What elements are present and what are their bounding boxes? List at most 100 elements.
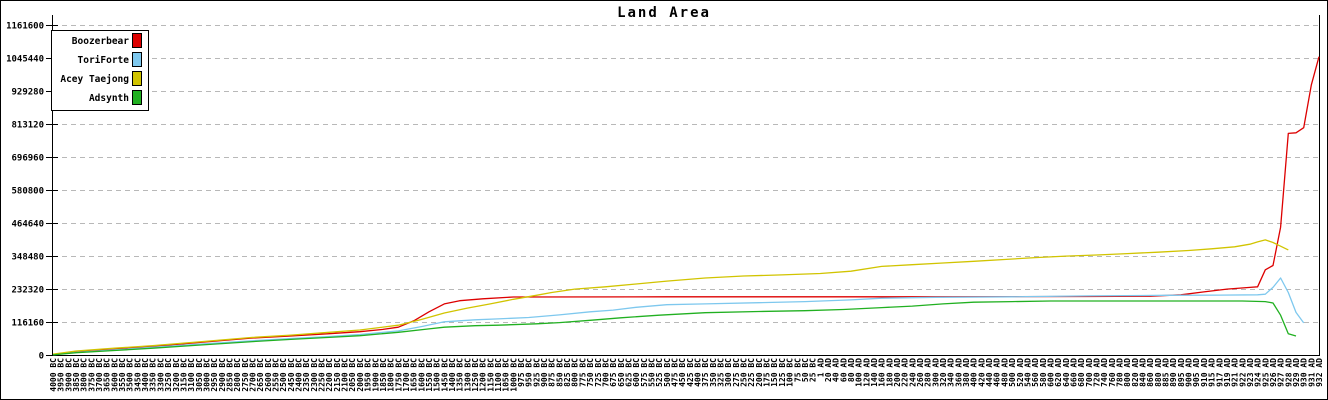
x-tick-label: 3350 BC xyxy=(149,358,158,392)
x-tick-label: 250 BC xyxy=(740,358,749,387)
x-tick-label: 919 AD xyxy=(1223,358,1232,387)
x-tick-label: 1650 BC xyxy=(410,358,419,392)
x-tick-label: 929 AD xyxy=(1292,358,1301,387)
x-tick-label: 25 BC xyxy=(809,358,818,382)
x-tick-label: 922 AD xyxy=(1238,358,1247,387)
x-tick-label: 890 AD xyxy=(1169,358,1178,387)
x-tick-label: 900 AD xyxy=(1185,358,1194,387)
x-tick-label: 3400 BC xyxy=(141,358,150,392)
legend-label: ToriForte xyxy=(78,55,130,66)
x-tick-label: 2700 BC xyxy=(248,358,257,392)
x-tick-label: 200 BC xyxy=(755,358,764,387)
x-tick-label: 80 AD xyxy=(847,358,856,382)
x-tick-label: 800 BC xyxy=(571,358,580,387)
x-tick-label: 150 BC xyxy=(770,358,779,387)
x-tick-label: 760 AD xyxy=(1108,358,1117,387)
x-tick-label: 3850 BC xyxy=(72,358,81,392)
x-tick-label: 40 AD xyxy=(832,358,841,382)
y-tick-label: 696960 xyxy=(11,154,44,164)
x-tick-label: 560 AD xyxy=(1031,358,1040,387)
x-tick-label: 3800 BC xyxy=(80,358,89,392)
x-tick-label: 220 AD xyxy=(901,358,910,387)
x-tick-label: 400 AD xyxy=(970,358,979,387)
x-tick-label: 1500 BC xyxy=(433,358,442,392)
x-tick-label: 300 AD xyxy=(931,358,940,387)
x-tick-label: 2650 BC xyxy=(256,358,265,392)
x-tick-label: 3600 BC xyxy=(110,358,119,392)
x-tick-label: 840 AD xyxy=(1139,358,1148,387)
x-tick-label: 325 BC xyxy=(717,358,726,387)
x-tick-label: 3200 BC xyxy=(172,358,181,392)
x-tick-label: 860 AD xyxy=(1146,358,1155,387)
x-tick-label: 700 AD xyxy=(1085,358,1094,387)
x-tick-label: 125 BC xyxy=(778,358,787,387)
x-tick-label: 1200 BC xyxy=(479,358,488,392)
x-tick-label: 580 AD xyxy=(1039,358,1048,387)
x-tick-label: 1300 BC xyxy=(463,358,472,392)
x-tick-label: 1 AD xyxy=(816,358,825,377)
x-tick-label: 3900 BC xyxy=(64,358,73,392)
x-tick-label: 660 AD xyxy=(1069,358,1078,387)
series-line-toriforte xyxy=(52,277,1305,356)
x-tick-label: 1550 BC xyxy=(425,358,434,392)
x-tick-label: 20 AD xyxy=(824,358,833,382)
x-tick-label: 200 AD xyxy=(893,358,902,387)
x-tick-label: 880 AD xyxy=(1154,358,1163,387)
x-tick-label: 927 AD xyxy=(1277,358,1286,387)
x-tick-label: 921 AD xyxy=(1231,358,1240,387)
series-line-adsynth xyxy=(52,300,1297,356)
x-tick-label: 280 AD xyxy=(924,358,933,387)
legend-swatch-toriforte xyxy=(132,52,142,67)
x-tick-label: 3100 BC xyxy=(187,358,196,392)
x-tick-label: 1150 BC xyxy=(486,358,495,392)
x-tick-label: 700 BC xyxy=(601,358,610,387)
x-tick-label: 600 BC xyxy=(632,358,641,387)
x-tick-label: 320 AD xyxy=(939,358,948,387)
x-tick-label: 930 AD xyxy=(1300,358,1309,387)
x-tick-label: 1700 BC xyxy=(402,358,411,392)
x-tick-label: 460 AD xyxy=(993,358,1002,387)
x-tick-label: 650 BC xyxy=(617,358,626,387)
x-tick-label: 340 AD xyxy=(947,358,956,387)
x-tick-label: 924 AD xyxy=(1254,358,1263,387)
x-tick-label: 775 BC xyxy=(578,358,587,387)
legend-swatch-boozerbear xyxy=(132,33,142,48)
x-tick-label: 3150 BC xyxy=(179,358,188,392)
x-tick-label: 720 AD xyxy=(1092,358,1101,387)
legend-label: Adsynth xyxy=(89,93,129,104)
x-tick-label: 2150 BC xyxy=(333,358,342,392)
x-tick-label: 820 AD xyxy=(1131,358,1140,387)
x-tick-label: 875 BC xyxy=(548,358,557,387)
x-tick-label: 75 BC xyxy=(793,358,802,382)
x-tick-label: 926 AD xyxy=(1269,358,1278,387)
x-tick-label: 520 AD xyxy=(1016,358,1025,387)
x-tick-label: 525 BC xyxy=(655,358,664,387)
x-tick-label: 885 AD xyxy=(1162,358,1171,387)
x-tick-label: 425 BC xyxy=(686,358,695,387)
x-tick-label: 850 BC xyxy=(555,358,564,387)
x-tick-label: 2500 BC xyxy=(279,358,288,392)
x-tick-label: 1100 BC xyxy=(494,358,503,392)
legend-swatch-acey-taejong xyxy=(132,71,142,86)
x-tick-label: 3950 BC xyxy=(57,358,66,392)
x-tick-label: 2550 BC xyxy=(272,358,281,392)
x-tick-label: 380 AD xyxy=(962,358,971,387)
x-tick-label: 3550 BC xyxy=(118,358,127,392)
x-tick-label: 2300 BC xyxy=(310,358,319,392)
x-tick-label: 680 AD xyxy=(1077,358,1086,387)
x-tick-label: 928 AD xyxy=(1284,358,1293,387)
series-line-acey-taejong xyxy=(52,239,1289,355)
x-tick-label: 50 BC xyxy=(801,358,810,382)
x-tick-label: 2450 BC xyxy=(287,358,296,392)
x-tick-label: 440 AD xyxy=(985,358,994,387)
x-tick-label: 575 BC xyxy=(640,358,649,387)
x-tick-label: 2950 BC xyxy=(210,358,219,392)
x-tick-label: 120 AD xyxy=(862,358,871,387)
x-tick-label: 375 BC xyxy=(701,358,710,387)
x-tick-label: 2250 BC xyxy=(318,358,327,392)
legend-label: Boozerbear xyxy=(72,36,129,47)
x-tick-label: 3250 BC xyxy=(164,358,173,392)
